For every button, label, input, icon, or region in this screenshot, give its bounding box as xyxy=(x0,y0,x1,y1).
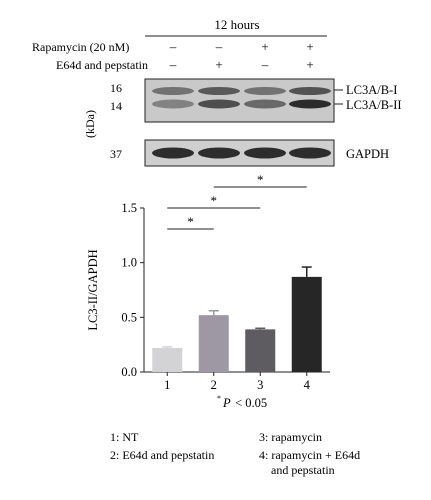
lc3-i-band xyxy=(244,87,286,95)
footnote-p: P xyxy=(222,396,231,410)
treatment-sign: + xyxy=(261,39,268,54)
time-label: 12 hours xyxy=(214,17,259,32)
gapdh-blot xyxy=(144,139,335,167)
y-tick-label: 0.5 xyxy=(121,310,137,324)
legend-item-1: 1: NT xyxy=(110,430,139,444)
marker-16: 16 xyxy=(110,81,122,95)
lc3-ii-band xyxy=(198,99,240,109)
significance-star: * xyxy=(257,172,264,187)
treatment-label-rapamycin: Rapamycin (20 nM) xyxy=(32,40,129,54)
treatment-sign: + xyxy=(215,57,222,72)
treatment-sign: – xyxy=(261,57,269,72)
lc3-i-band xyxy=(198,87,240,95)
x-tick-label: 4 xyxy=(304,378,311,392)
treatment-sign: – xyxy=(169,39,177,54)
y-axis-label: LC3-II/GAPDH xyxy=(86,249,100,330)
bar-chart: 0.0 0.5 1.0 1.5 1 2 3 4 * * * xyxy=(121,172,330,392)
legend-item-4-cont: and pepstatin xyxy=(271,463,335,477)
footnote-threshold: < 0.05 xyxy=(232,396,267,410)
footnote-star: * xyxy=(217,394,221,403)
lc3-ii-band xyxy=(289,99,331,109)
treatment-sign: + xyxy=(306,57,313,72)
x-tick-label: 1 xyxy=(164,378,170,392)
treatment-sign: – xyxy=(215,39,223,54)
gapdh-band xyxy=(244,147,286,159)
bar xyxy=(152,347,183,372)
treatment-sign: + xyxy=(306,39,313,54)
gapdh-band xyxy=(198,147,240,159)
bar xyxy=(198,315,229,372)
y-tick-label: 1.0 xyxy=(121,256,137,270)
significance-star: * xyxy=(211,193,218,208)
kda-axis-label: (kDa) xyxy=(83,110,97,138)
treatment-label-e64d: E64d and pepstatin xyxy=(56,58,148,72)
lc3-i-band xyxy=(289,87,331,95)
lc3-ii-band xyxy=(244,99,286,109)
treatment-sign: – xyxy=(169,57,177,72)
legend-item-2: 2: E64d and pepstatin xyxy=(110,448,214,462)
gapdh-band xyxy=(289,147,331,159)
gapdh-band xyxy=(152,147,194,159)
band-label-lc3-ii: LC3A/B-II xyxy=(346,98,402,112)
p-value-footnote: * P < 0.05 xyxy=(217,394,267,410)
marker-14: 14 xyxy=(110,99,122,113)
y-tick-label: 1.5 xyxy=(121,201,137,215)
legend-item-3: 3: rapamycin xyxy=(259,430,322,444)
x-tick-label: 3 xyxy=(257,378,263,392)
x-tick-label: 2 xyxy=(211,378,217,392)
lc3-blot xyxy=(144,78,335,123)
bar xyxy=(245,329,276,372)
bar xyxy=(291,276,322,372)
y-tick-label: 0.0 xyxy=(121,365,137,379)
lc3-i-band xyxy=(152,87,194,95)
treatment-signs: – – + + – + – + xyxy=(169,39,314,72)
band-label-gapdh: GAPDH xyxy=(346,147,389,161)
band-label-lc3-i: LC3A/B-I xyxy=(346,83,397,97)
significance-star: * xyxy=(187,214,194,229)
legend-item-4: 4: rapamycin + E64d xyxy=(259,448,360,462)
lc3-ii-band xyxy=(152,99,194,109)
marker-37: 37 xyxy=(110,147,122,161)
